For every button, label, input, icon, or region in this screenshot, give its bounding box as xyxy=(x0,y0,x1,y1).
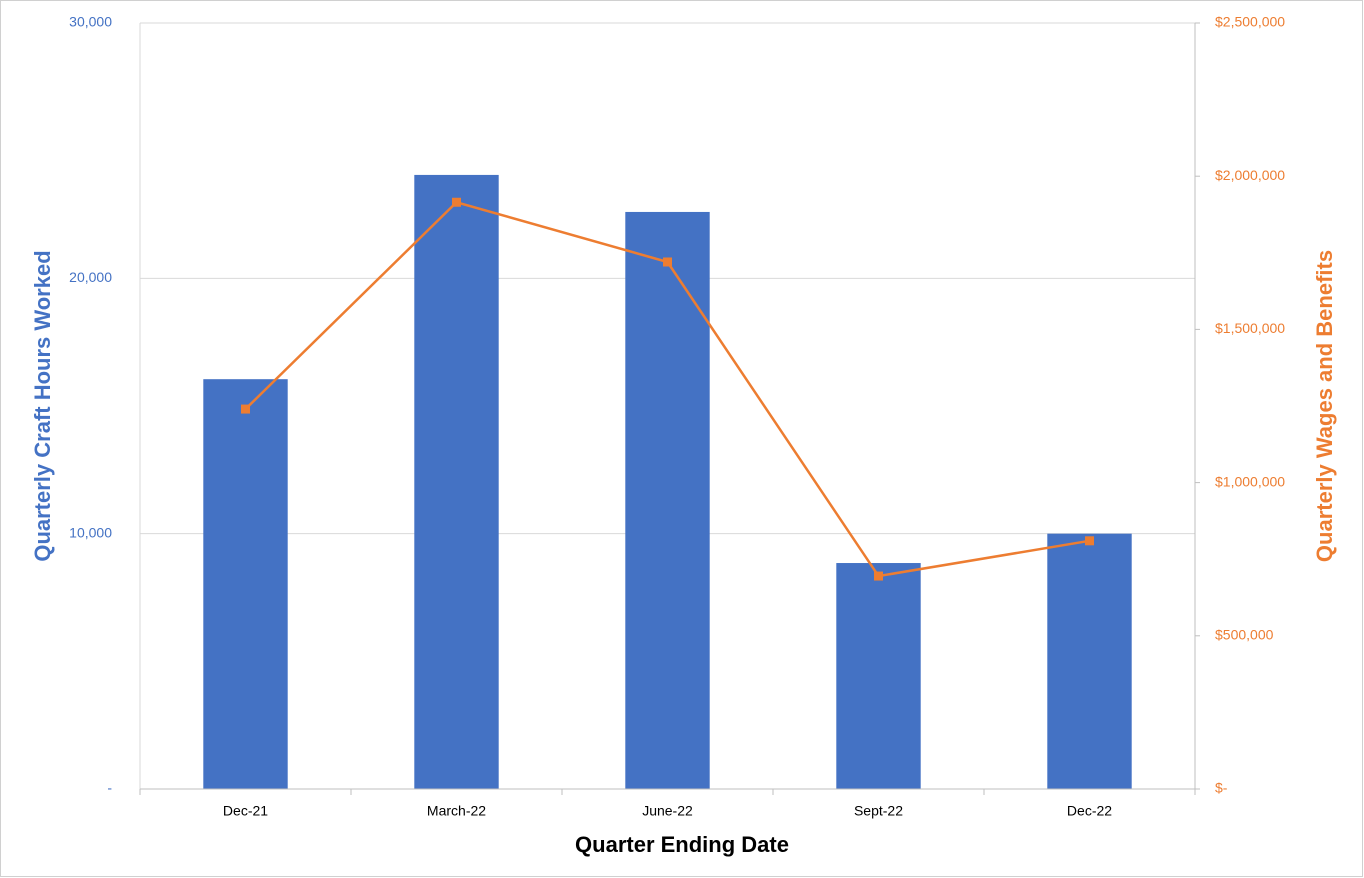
y2-tick-label: $2,000,000 xyxy=(1215,167,1285,183)
x-axis-title: Quarter Ending Date xyxy=(575,832,789,857)
x-tick-label: Sept-22 xyxy=(854,803,903,819)
line-marker xyxy=(452,197,461,207)
y2-tick-label: $1,000,000 xyxy=(1215,473,1285,489)
bar xyxy=(414,174,499,789)
y2-tick-label: $- xyxy=(1215,780,1228,796)
line-marker xyxy=(1085,536,1094,546)
y-tick-label: 20,000 xyxy=(69,269,112,285)
y-tick-label: 30,000 xyxy=(69,14,112,30)
bar xyxy=(1047,533,1132,789)
line-marker xyxy=(241,404,250,414)
x-tick-label: March-22 xyxy=(427,803,486,819)
bar xyxy=(625,211,710,790)
y-axis-title: Quarterly Craft Hours Worked xyxy=(30,250,55,561)
bar xyxy=(203,379,288,789)
x-tick-label: Dec-21 xyxy=(223,803,268,819)
y-tick-label: - xyxy=(107,780,112,796)
y2-tick-label: $2,500,000 xyxy=(1215,14,1285,30)
x-tick-label: Dec-22 xyxy=(1067,803,1112,819)
x-tick-label: June-22 xyxy=(642,803,693,819)
line-marker xyxy=(663,257,672,267)
y2-tick-label: $1,500,000 xyxy=(1215,320,1285,336)
y-tick-label: 10,000 xyxy=(69,524,112,540)
line-marker xyxy=(874,571,883,581)
bar xyxy=(836,563,921,789)
y2-axis-title: Quarterly Wages and Benefits xyxy=(1312,250,1337,562)
y2-tick-label: $500,000 xyxy=(1215,627,1274,643)
